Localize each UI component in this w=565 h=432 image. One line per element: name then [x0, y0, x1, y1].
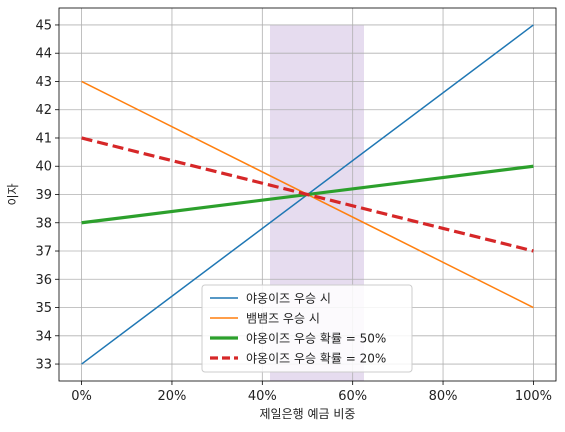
y-axis-label: 이자 [6, 183, 20, 205]
y-tick-label: 39 [35, 188, 52, 203]
x-tick-label: 40% [248, 389, 277, 404]
y-tick-label: 34 [35, 329, 52, 344]
legend-box [201, 284, 413, 373]
y-tick-label: 44 [35, 47, 52, 62]
y-axis: 33 34 35 36 37 38 39 40 41 42 43 44 45 [35, 18, 59, 373]
series-lines [81, 24, 534, 365]
x-tick-label: 60% [338, 389, 367, 404]
y-tick-label: 42 [35, 103, 52, 118]
series-line-4 [81, 136, 534, 253]
legend-label: 뱀뱀즈 우승 시 [246, 312, 320, 326]
y-tick-label: 35 [35, 301, 52, 316]
y-tick-label: 43 [35, 75, 52, 90]
x-axis: 0% 20% 40% 60% 80% 100% [71, 381, 552, 404]
x-tick-label: 100% [515, 389, 552, 404]
y-tick-label: 40 [35, 160, 52, 175]
x-tick-label: 20% [158, 389, 187, 404]
x-tick-label: 0% [71, 389, 92, 404]
y-tick-label: 33 [35, 358, 52, 373]
legend-label: 야옹이즈 우승 확률 = 50% [246, 332, 386, 346]
x-axis-label: 제일은행 예금 비중 [260, 406, 356, 421]
y-tick-label: 45 [35, 18, 52, 33]
y-tick-label: 37 [35, 245, 52, 260]
y-tick-label: 36 [35, 273, 52, 288]
y-tick-label: 41 [35, 131, 52, 146]
x-tick-label: 80% [429, 389, 458, 404]
legend-label: 야옹이즈 우승 확률 = 20% [246, 352, 386, 366]
legend-label: 야옹이즈 우승 시 [246, 292, 331, 306]
y-tick-label: 38 [35, 216, 52, 231]
